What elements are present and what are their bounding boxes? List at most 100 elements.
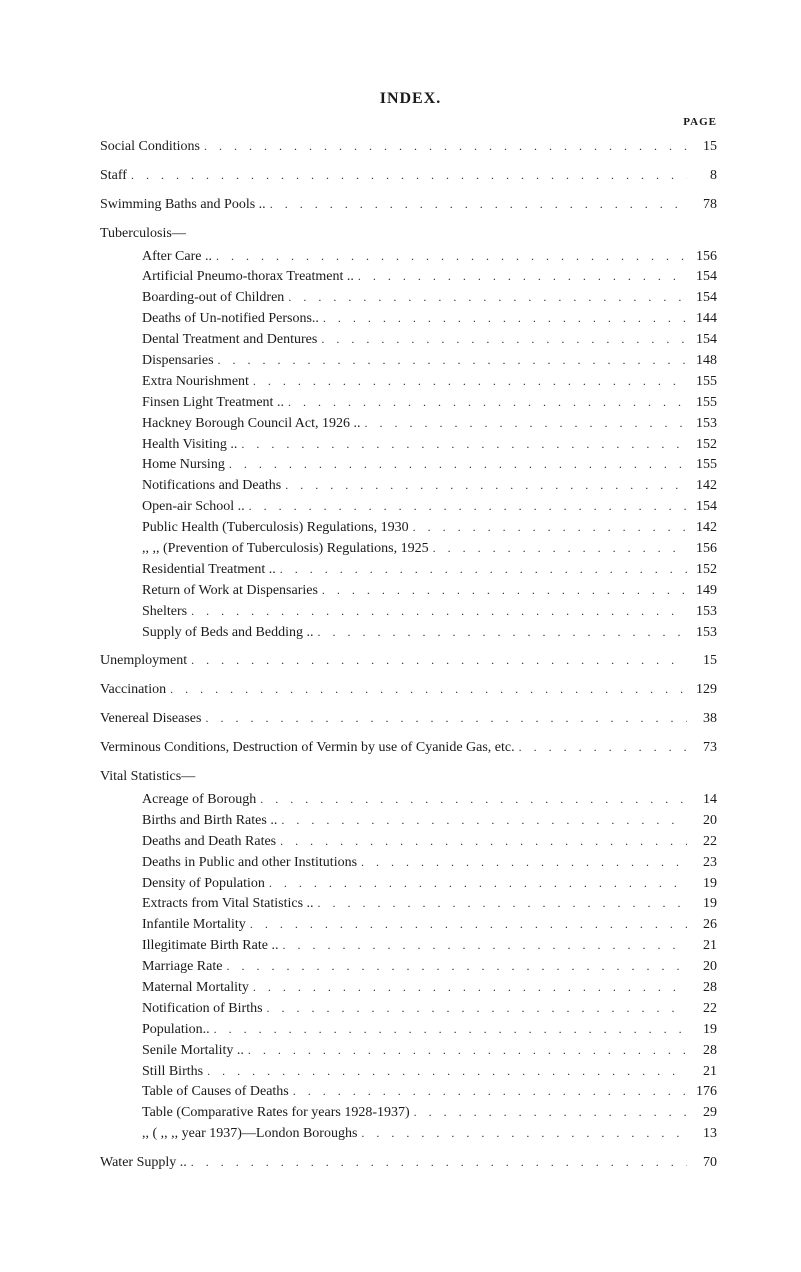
entry-label: Deaths of Un-notified Persons.. [142,310,319,329]
index-entry: Swimming Baths and Pools ...............… [100,196,721,215]
entry-label: Vital Statistics— [100,768,195,787]
index-entry: Maternal Mortality......................… [100,979,721,998]
leader-dots: ........................................… [246,916,687,932]
entry-label: Still Births [142,1063,203,1082]
index-entry: Tuberculosis— [100,225,721,244]
entry-page: 70 [687,1154,721,1173]
entry-page: 21 [687,1063,721,1082]
entry-label: Verminous Conditions, Destruction of Ver… [100,739,515,758]
entry-page: 28 [687,979,721,998]
leader-dots: ........................................… [187,1154,687,1170]
leader-dots: ........................................… [314,624,688,640]
entry-label: Staff [100,167,127,186]
entry-label: Swimming Baths and Pools .. [100,196,266,215]
leader-dots: ........................................… [187,652,687,668]
index-entry: Acreage of Borough......................… [100,791,721,810]
index-entry: Births and Birth Rates .................… [100,812,721,831]
leader-dots: ........................................… [319,310,687,326]
leader-dots: ........................................… [222,958,687,974]
index-entry: Infantile Mortality.....................… [100,916,721,935]
entry-label: Unemployment [100,652,187,671]
entry-page: 19 [687,875,721,894]
index-entry: Illegitimate Birth Rate ................… [100,937,721,956]
entry-label: Table (Comparative Rates for years 1928-… [142,1104,410,1123]
entry-label: After Care .. [142,248,212,267]
entry-page: 176 [687,1083,721,1102]
index-entry: ,, ,, (Prevention of Tuberculosis) Regul… [100,540,721,559]
index-entry: Open-air School ........................… [100,498,721,517]
index-entry: Home Nursing............................… [100,456,721,475]
leader-dots: ........................................… [357,854,687,870]
index-entry: Deaths of Un-notified Persons...........… [100,310,721,329]
leader-dots: ........................................… [263,1000,687,1016]
entry-label: Home Nursing [142,456,225,475]
entry-page: 73 [687,739,721,758]
index-entry: Notifications and Deaths................… [100,477,721,496]
entry-label: Venereal Diseases [100,710,201,729]
leader-dots: ........................................… [357,1125,687,1141]
entry-label: Finsen Light Treatment .. [142,394,284,413]
index-entry: Vaccination.............................… [100,681,721,700]
entry-label: Water Supply .. [100,1154,187,1173]
entry-page: 155 [687,456,721,475]
leader-dots: ........................................… [203,1063,687,1079]
index-entry: Water Supply ...........................… [100,1154,721,1173]
leader-dots: ........................................… [314,895,687,911]
entry-label: Infantile Mortality [142,916,246,935]
entry-page: 8 [687,167,721,186]
entry-page: 154 [687,498,721,517]
leader-dots: ........................................… [127,167,687,183]
entry-page: 154 [687,268,721,287]
leader-dots: ........................................… [276,561,687,577]
index-entry: Public Health (Tuberculosis) Regulations… [100,519,721,538]
leader-dots: ........................................… [289,1083,687,1099]
entry-page: 20 [687,958,721,977]
index-entry: After Care .............................… [100,248,721,267]
entry-page: 26 [687,916,721,935]
entry-label: Maternal Mortality [142,979,249,998]
entry-label: Public Health (Tuberculosis) Regulations… [142,519,409,538]
entry-label: Dispensaries [142,352,214,371]
entry-page: 14 [687,791,721,810]
index-entry: Artificial Pneumo-thorax Treatment .....… [100,268,721,287]
index-entry: Population..............................… [100,1021,721,1040]
leader-dots: ........................................… [361,415,687,431]
index-entry: Health Visiting ........................… [100,436,721,455]
entry-page: 129 [687,681,721,700]
entry-page: 78 [687,196,721,215]
entry-page: 19 [687,1021,721,1040]
entry-label: Residential Treatment .. [142,561,276,580]
leader-dots: ........................................… [317,331,687,347]
entry-page: 156 [687,540,721,559]
index-entry: Staff...................................… [100,167,721,186]
index-entry: Table of Causes of Deaths...............… [100,1083,721,1102]
entry-page: 155 [687,373,721,392]
index-title: INDEX. [100,90,721,108]
index-entry: Still Births............................… [100,1063,721,1082]
leader-dots: ........................................… [187,603,687,619]
entry-label: Extra Nourishment [142,373,249,392]
leader-dots: ........................................… [281,477,687,493]
index-entry: Extra Nourishment.......................… [100,373,721,392]
entry-page: 152 [687,436,721,455]
leader-dots: ........................................… [276,833,687,849]
entry-label: Hackney Borough Council Act, 1926 .. [142,415,361,434]
leader-dots: ........................................… [318,582,687,598]
entry-label: Boarding-out of Children [142,289,284,308]
index-entry: Hackney Borough Council Act, 1926 ......… [100,415,721,434]
leader-dots: ........................................… [244,1042,687,1058]
entry-label: Births and Birth Rates .. [142,812,277,831]
entry-label: Shelters [142,603,187,622]
entry-label: Supply of Beds and Bedding .. [142,624,314,643]
entry-page: 153 [687,603,721,622]
leader-dots: ........................................… [284,394,687,410]
leader-dots: ........................................… [166,681,687,697]
leader-dots: ........................................… [210,1021,687,1037]
entry-page: 149 [687,582,721,601]
leader-dots: ........................................… [284,289,687,305]
entry-label: Deaths in Public and other Institutions [142,854,357,873]
leader-dots: ........................................… [410,1104,687,1120]
leader-dots: ........................................… [256,791,687,807]
entry-label: Marriage Rate [142,958,222,977]
entry-page: 22 [687,833,721,852]
